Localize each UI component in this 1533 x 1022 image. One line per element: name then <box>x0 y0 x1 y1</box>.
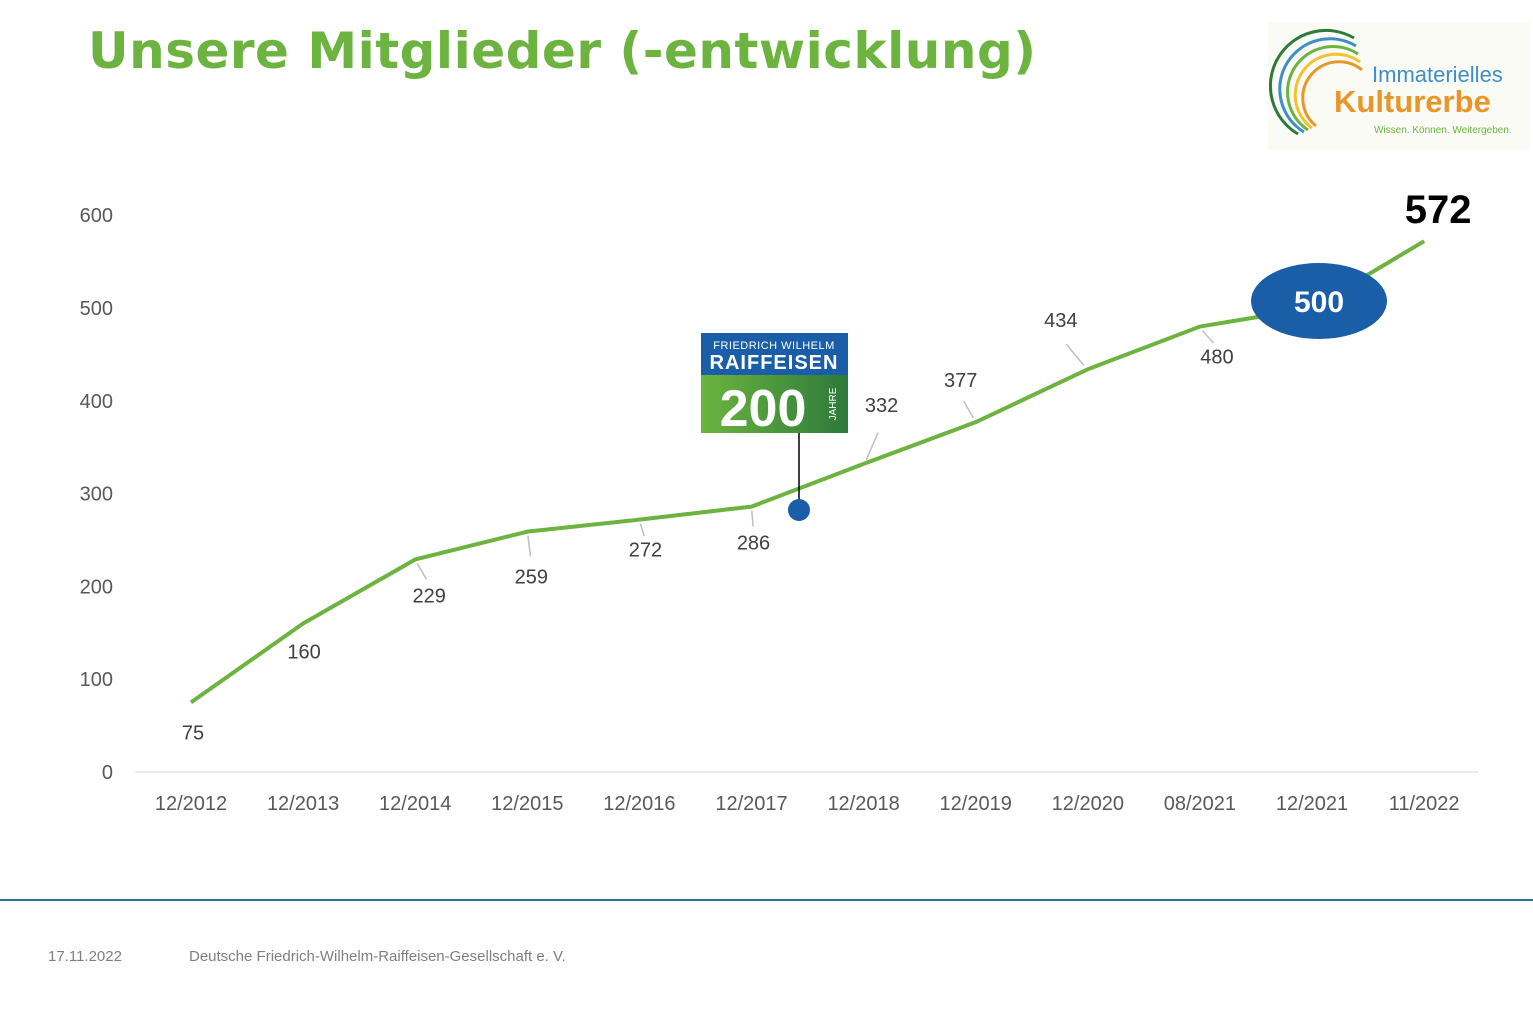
logo-text-immaterielles: Immaterielles <box>1372 62 1503 87</box>
milestone-500-label: 500 <box>1294 286 1344 319</box>
x-tick-label: 12/2016 <box>603 793 675 815</box>
logo-tagline: Wissen. Können. Weitergeben. <box>1374 125 1512 136</box>
x-tick-label: 12/2019 <box>940 793 1012 815</box>
x-tick-label: 12/2017 <box>715 793 787 815</box>
x-tick-label: 12/2012 <box>155 793 227 815</box>
logo-text-kulturerbe: Kulturerbe <box>1334 84 1491 119</box>
x-tick-label: 12/2014 <box>379 793 451 815</box>
data-label-leader <box>1201 330 1215 344</box>
badge-line2: RAIFFEISEN <box>710 352 839 374</box>
badge-number: 200 <box>720 380 807 438</box>
data-label-leader <box>416 563 428 580</box>
data-label: 332 <box>865 395 898 417</box>
data-label: 229 <box>413 585 446 607</box>
data-label-leader <box>527 535 532 557</box>
badge-top-panel <box>701 333 848 375</box>
badge-line1: FRIEDRICH WILHELM <box>713 340 835 352</box>
data-label-leader <box>1065 343 1085 366</box>
footer-organization: Deutsche Friedrich-Wilhelm-Raiffeisen-Ge… <box>189 948 566 965</box>
milestone-500-ellipse <box>1251 263 1387 339</box>
badge-pin-marker <box>788 499 810 521</box>
y-tick-label: 500 <box>80 298 113 320</box>
data-label: 434 <box>1044 310 1077 332</box>
badge-bottom-panel <box>701 375 848 433</box>
page-title: Unsere Mitglieder (-entwicklung) <box>88 22 1037 80</box>
data-label: 480 <box>1200 347 1233 369</box>
data-label: 75 <box>182 722 204 744</box>
members-line-chart: 0 100 200 300 400 500 600 12/2012 12/2013 12/2014… <box>80 188 1478 815</box>
y-tick-label: 600 <box>80 205 113 227</box>
data-label: 160 <box>287 642 320 664</box>
data-label-leader <box>963 400 975 419</box>
y-tick-label: 200 <box>80 576 113 598</box>
latest-value-label: 572 <box>1405 188 1472 232</box>
y-tick-label: 100 <box>80 669 113 691</box>
x-tick-label: 12/2021 <box>1276 793 1348 815</box>
y-tick-label: 400 <box>80 391 113 413</box>
y-tick-label: 0 <box>102 762 113 784</box>
data-label: 377 <box>944 370 977 392</box>
data-label: 259 <box>515 567 548 589</box>
x-tick-label: 12/2013 <box>267 793 339 815</box>
series-line <box>189 239 1426 705</box>
badge-side-text: JAHRE <box>828 387 839 420</box>
x-tick-label: 11/2022 <box>1389 793 1460 815</box>
y-tick-label: 300 <box>80 484 113 506</box>
x-tick-label: 08/2021 <box>1164 793 1236 815</box>
x-tick-label: 12/2020 <box>1052 793 1124 815</box>
x-tick-label: 12/2018 <box>827 793 899 815</box>
data-label: 272 <box>629 540 662 562</box>
footer-divider <box>0 899 1533 901</box>
data-label: 286 <box>737 533 770 555</box>
footer-date: 17.11.2022 <box>48 948 122 965</box>
data-label-leader <box>639 523 645 537</box>
x-tick-label: 12/2015 <box>491 793 563 815</box>
logo-arcs-icon <box>1268 28 1363 136</box>
data-label-leader <box>865 432 879 461</box>
data-label-leader <box>751 510 754 527</box>
immaterielles-kulturerbe-logo: Immaterielles Kulturerbe Wissen. Können.… <box>1268 22 1530 150</box>
